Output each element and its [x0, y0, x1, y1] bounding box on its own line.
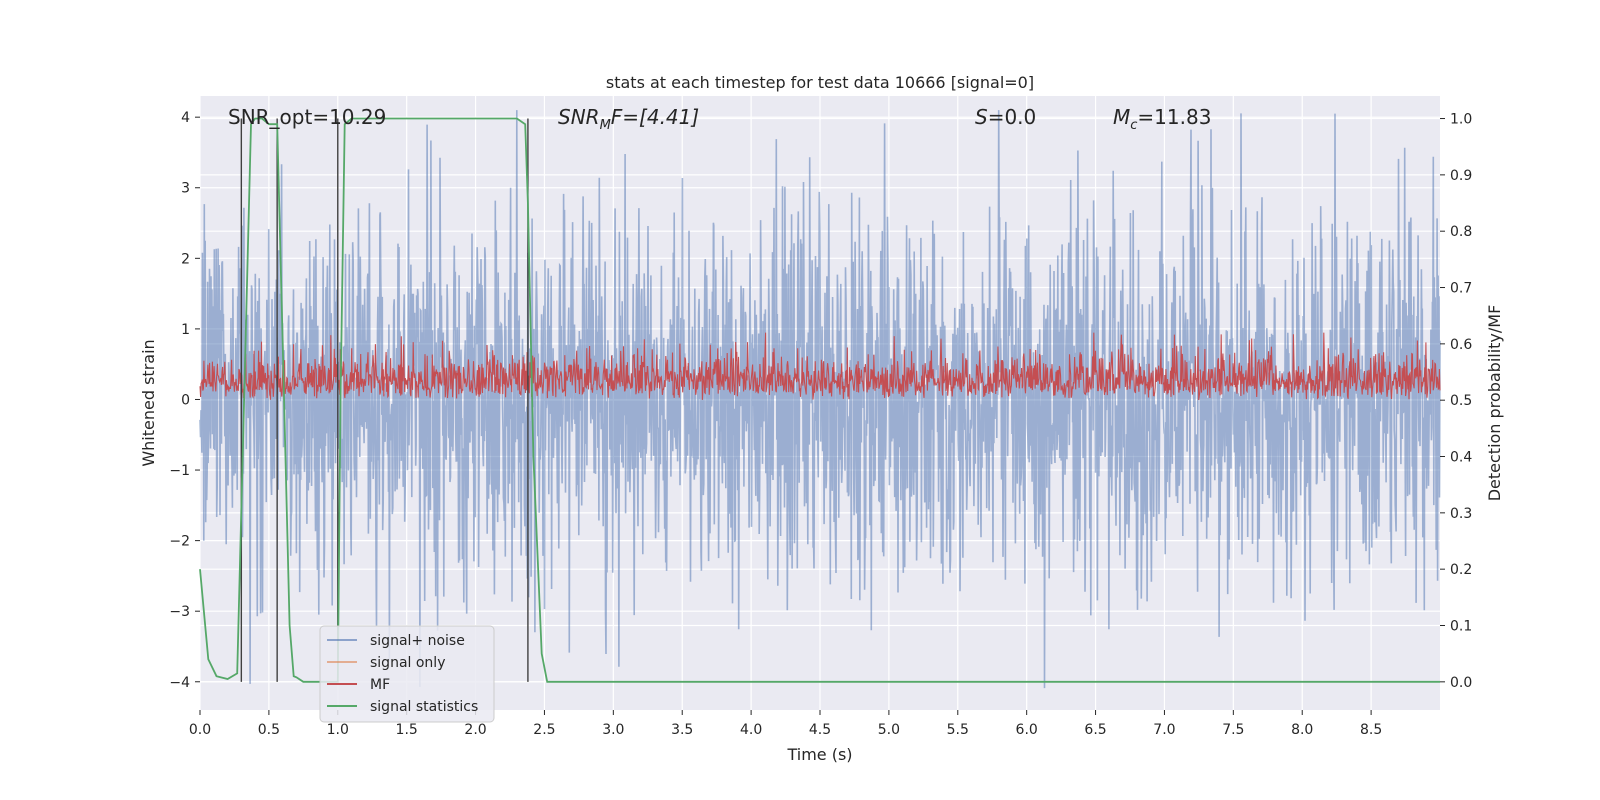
- y-tick-label-left: 0: [181, 392, 190, 408]
- annotation-snr-mf-rest: F=[4.41]: [611, 105, 699, 129]
- x-tick-label: 4.5: [809, 722, 831, 738]
- y-tick-label-right: 0.6: [1450, 337, 1472, 353]
- y-tick-label-right: 0.7: [1450, 281, 1472, 297]
- y-tick-label-left: −4: [169, 675, 190, 691]
- annotation-s-base: S: [975, 105, 988, 129]
- x-axis-label: Time (s): [786, 745, 852, 764]
- legend-label-signal-only: signal only: [370, 655, 445, 671]
- y-tick-label-left: 4: [181, 110, 190, 126]
- y-tick-label-right: 0.9: [1450, 168, 1472, 184]
- annotation-mc: Mc=11.83: [1113, 105, 1211, 133]
- annotation-mc-sub: c: [1130, 118, 1137, 133]
- x-tick-label: 6.0: [1016, 722, 1038, 738]
- y-axis-left-ticks: 4 3 2 1 0 −1 −2 −3 −4: [169, 110, 200, 691]
- legend-label-mf: MF: [370, 677, 390, 693]
- y-tick-label-right: 0.5: [1450, 393, 1472, 409]
- x-tick-label: 8.0: [1291, 722, 1313, 738]
- x-tick-label: 1.0: [327, 722, 349, 738]
- annotation-s-rest: =0.0: [988, 105, 1037, 129]
- x-tick-label: 3.5: [671, 722, 693, 738]
- x-tick-label: 2.5: [533, 722, 555, 738]
- y-axis-right-ticks: 1.0 0.9 0.8 0.7 0.6 0.5 0.4 0.3 0.2 0.1 0.0: [1440, 112, 1472, 691]
- y-tick-label-left: 2: [181, 251, 190, 267]
- series-signal-statistics: [199, 117, 1440, 683]
- y-tick-label-right: 1.0: [1450, 112, 1472, 128]
- x-tick-label: 0.0: [189, 722, 211, 738]
- x-tick-label: 8.5: [1360, 722, 1382, 738]
- y-tick-label-right: 0.4: [1450, 450, 1472, 466]
- y-tick-label-left: −2: [169, 534, 190, 550]
- legend: signal+ noise signal only MF signal stat…: [319, 625, 495, 723]
- annotation-mc-base: M: [1113, 105, 1130, 129]
- signal-statistics-line: [199, 117, 1440, 683]
- mf-line: [199, 332, 1441, 401]
- y-tick-label-right: 0.0: [1450, 675, 1472, 691]
- y-tick-label-left: 1: [181, 322, 190, 338]
- annotation-snr-opt: SNR_opt=10.29: [228, 105, 386, 129]
- y-tick-label-right: 0.2: [1450, 562, 1472, 578]
- annotation-mc-rest: =11.83: [1137, 105, 1211, 129]
- x-tick-label: 3.0: [602, 722, 624, 738]
- x-tick-label: 6.5: [1084, 722, 1106, 738]
- x-tick-label: 5.0: [878, 722, 900, 738]
- x-tick-label: 1.5: [396, 722, 418, 738]
- y-tick-label-left: −3: [169, 604, 190, 620]
- series-mf: [199, 332, 1441, 401]
- annotation-snr-mf: SNRMF=[4.41]: [558, 105, 699, 133]
- legend-label-signal-statistics: signal statistics: [370, 699, 478, 715]
- y-tick-label-right: 0.1: [1450, 619, 1472, 635]
- x-tick-label: 5.5: [947, 722, 969, 738]
- x-tick-label: 7.5: [1222, 722, 1244, 738]
- series-signal-plus-noise: [199, 110, 1441, 689]
- annotation-snr-mf-sub: M: [600, 118, 611, 133]
- signal-plus-noise-line: [199, 110, 1441, 689]
- legend-label-signal-plus-noise: signal+ noise: [370, 633, 465, 649]
- x-tick-label: 0.5: [258, 722, 280, 738]
- legend-box: [319, 625, 495, 723]
- x-axis-ticks: 0.0 0.5 1.0 1.5 2.0 2.5 3.0 3.5 4.0 4.5 5.0 5.5 6.0 6…: [189, 710, 1382, 738]
- annotation-snr-mf-base: SNR: [558, 105, 600, 129]
- x-tick-label: 2.0: [464, 722, 486, 738]
- y-tick-label-left: 3: [181, 181, 190, 197]
- y-tick-label-right: 0.8: [1450, 224, 1472, 240]
- y-tick-label-right: 0.3: [1450, 506, 1472, 522]
- y-axis-label-left: Whitened strain: [139, 339, 158, 466]
- x-tick-label: 7.0: [1153, 722, 1175, 738]
- annotation-s: S=0.0: [975, 105, 1036, 129]
- y-axis-label-right: Detection probability/MF: [1485, 305, 1504, 502]
- y-tick-label-left: −1: [169, 463, 190, 479]
- chart-title: stats at each timestep for test data 106…: [606, 73, 1034, 92]
- x-tick-label: 4.0: [740, 722, 762, 738]
